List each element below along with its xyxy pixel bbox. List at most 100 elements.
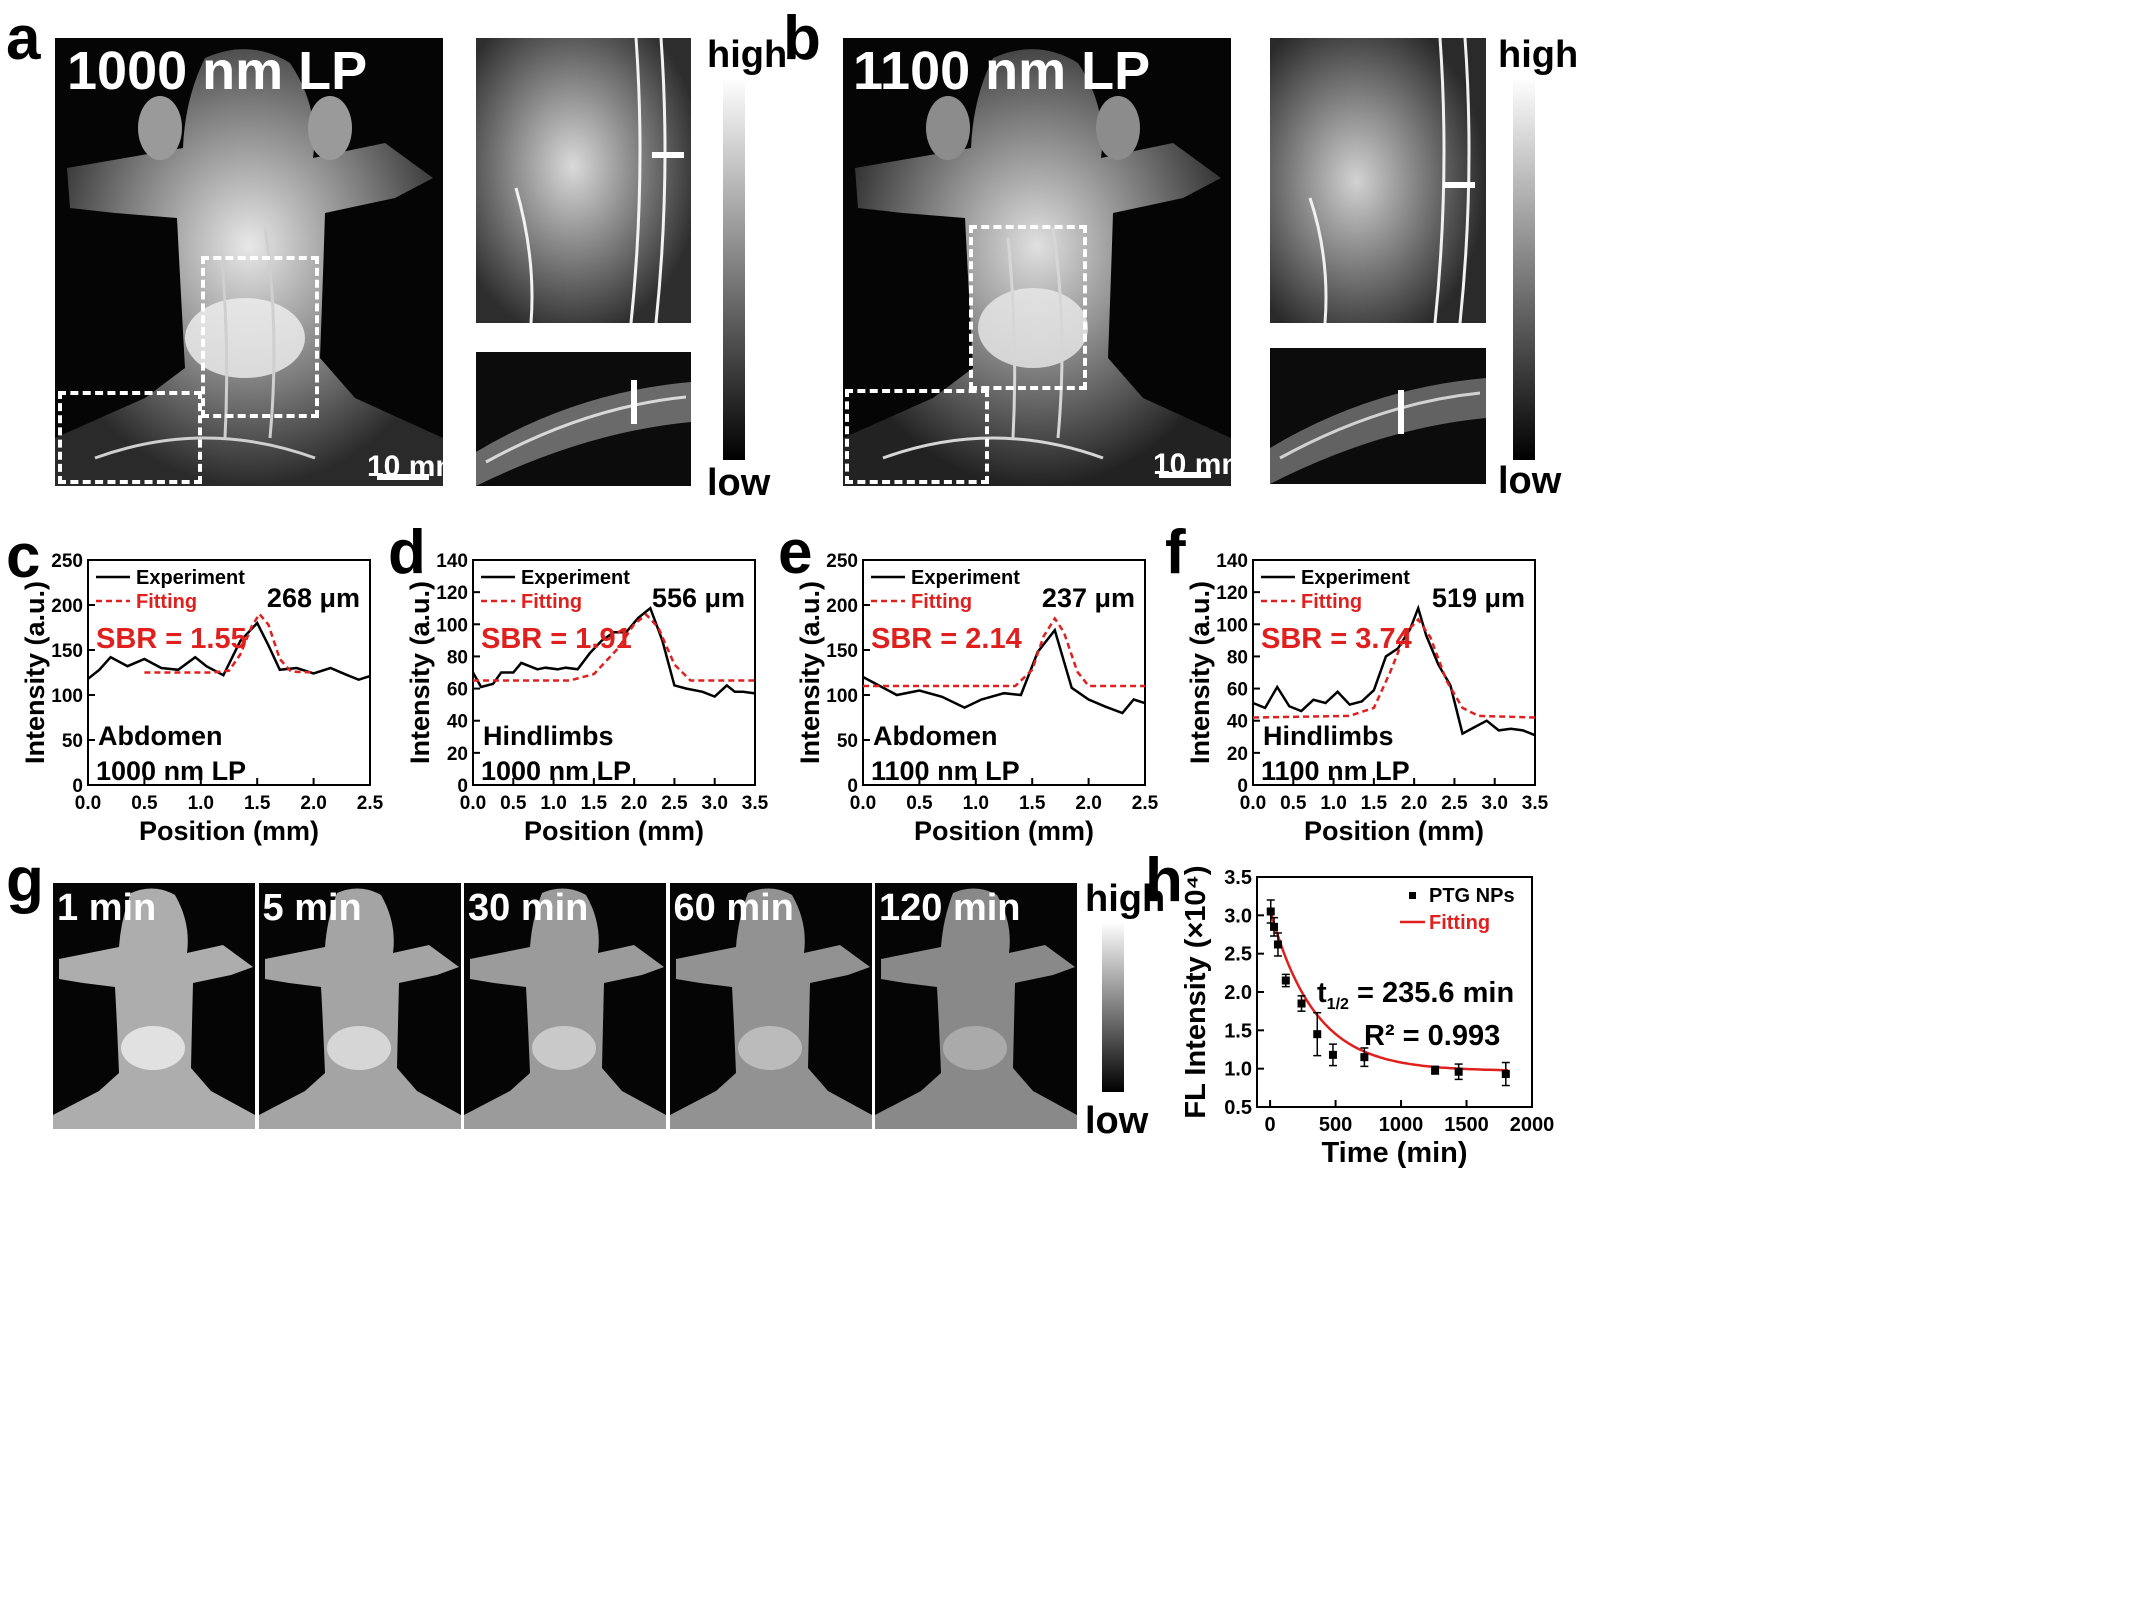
x-tick-label: 1.0: [188, 793, 214, 814]
x-tick-label: 1.5: [581, 793, 608, 814]
data-point: [1360, 1053, 1369, 1062]
mouse-image-1000nm: 1000 nm LP 10 mm: [55, 38, 443, 486]
y-tick-label: 100: [826, 686, 858, 707]
experiment-line: [862, 627, 1146, 715]
y-tick-label: 250: [826, 551, 858, 572]
data-point: [1431, 1066, 1440, 1075]
y-axis-label: Intensity (a.u.): [795, 581, 825, 764]
x-axis-label: Position (mm): [139, 816, 319, 846]
y-tick-label: 0: [847, 776, 858, 797]
line-profile-chart-c: 0.0 0.5 1.0 1.5 2.0 2.5 0 50 100 150 200 250 Positio…: [20, 551, 384, 846]
r-squared-label: R² = 0.993: [1364, 1020, 1500, 1052]
x-tick-label: 3.0: [1482, 793, 1508, 814]
data-point: [1297, 999, 1306, 1008]
y-tick-label: 0: [1237, 776, 1248, 797]
x-tick-label: 0.0: [1240, 793, 1266, 814]
colorbar: [1513, 78, 1535, 460]
y-tick-label: 20: [447, 744, 468, 765]
y-tick-label: 250: [51, 551, 83, 572]
data-point: [1501, 1070, 1510, 1079]
x-axis-label: Position (mm): [1304, 816, 1484, 846]
legend-experiment-label: Experiment: [521, 567, 630, 589]
mouse-silhouette: [669, 888, 872, 1129]
y-tick-label: 80: [1227, 647, 1248, 668]
fwhm-label: 237 μm: [1042, 583, 1135, 613]
experiment-line: [471, 606, 756, 699]
x-axis-label: Position (mm): [524, 816, 704, 846]
fitting-curve: [473, 612, 755, 682]
data-point: [1313, 1030, 1322, 1039]
region-label: Hindlimbs: [1263, 721, 1394, 751]
x-tick-label: 2.0: [1075, 793, 1101, 814]
mouse-silhouette: [464, 888, 666, 1129]
timepoint-image: 60 min: [669, 883, 872, 1129]
y-tick-label: 1.0: [1224, 1059, 1252, 1081]
legend-experiment-label: Experiment: [911, 567, 1020, 589]
timepoint-image: 120 min: [875, 883, 1077, 1129]
plot-frame: [87, 559, 371, 786]
zoom-scale-bar: [652, 152, 684, 158]
legend-fitting-label: Fitting: [1429, 912, 1490, 934]
fwhm-label: 268 μm: [267, 583, 360, 613]
line-profile-chart-f: 0.0 0.5 1.0 1.5 2.0 2.5 3.0 3.5 0 20 40 60 80 100 120 1…: [1185, 551, 1549, 846]
panel-label-b: b: [783, 4, 821, 73]
x-tick-label: 0.5: [1280, 793, 1307, 814]
zoom-scale-bar: [1443, 182, 1475, 188]
y-tick-label: 60: [1227, 680, 1248, 701]
legend-experiment-label: Experiment: [1301, 567, 1410, 589]
timepoint-image: 5 min: [258, 883, 461, 1129]
x-tick-label: 1.5: [244, 793, 271, 814]
timepoint-label: 30 min: [468, 887, 589, 929]
mouse-silhouette: [53, 888, 255, 1129]
zoom-abdomen-1000nm: [476, 38, 691, 323]
y-axis-label: Intensity (a.u.): [1185, 581, 1215, 764]
sbr-label: SBR = 1.55: [96, 623, 247, 655]
y-tick-label: 100: [51, 686, 83, 707]
panel-label-d: d: [388, 518, 426, 587]
region-label: Abdomen: [98, 721, 223, 751]
y-tick-label: 140: [436, 551, 468, 572]
filter-label: 1100 nm LP: [871, 756, 1020, 786]
y-axis-label: Intensity (a.u.): [405, 581, 435, 764]
legend-points-swatch: [1409, 892, 1416, 899]
fwhm-label: 556 μm: [652, 583, 745, 613]
legend-points-label: PTG NPs: [1429, 885, 1515, 907]
mouse-silhouette: [843, 49, 1231, 486]
legend-fitting-label: Fitting: [521, 591, 582, 613]
mouse-image-1100nm: 1100 nm LP 10 mm: [843, 38, 1231, 486]
y-tick-label: 100: [436, 615, 468, 636]
zoom-box-hindlimb: [58, 391, 202, 484]
zoom-box-abdomen: [969, 225, 1087, 390]
filter-label: 1000 nm LP: [481, 756, 631, 786]
y-tick-label: 3.0: [1224, 905, 1252, 927]
x-tick-label: 500: [1319, 1114, 1352, 1136]
panel-label-a: a: [6, 4, 41, 73]
legend-fitting-label: Fitting: [136, 591, 197, 613]
panel-label-f: f: [1165, 518, 1186, 587]
zoom-abdomen-1100nm: [1270, 38, 1486, 323]
panel-label-g: g: [6, 846, 44, 915]
x-tick-label: 3.5: [742, 793, 769, 814]
x-tick-label: 2.5: [1132, 793, 1159, 814]
zoom-box-hindlimb: [845, 389, 989, 484]
y-tick-label: 200: [51, 596, 83, 617]
panel-label-c: c: [6, 522, 41, 591]
panel-label-e: e: [778, 518, 813, 587]
data-point: [1273, 940, 1282, 949]
x-tick-label: 1.5: [1361, 793, 1388, 814]
image-title: 1000 nm LP: [67, 41, 368, 101]
x-tick-label: 0: [1265, 1114, 1276, 1136]
x-axis-label: Time (min): [1321, 1137, 1467, 1169]
y-tick-label: 120: [1216, 583, 1248, 604]
scale-bar: [1159, 472, 1211, 478]
sbr-label: SBR = 2.14: [871, 623, 1022, 655]
y-tick-label: 40: [447, 712, 468, 733]
y-tick-label: 150: [826, 641, 858, 662]
x-tick-label: 1.0: [540, 793, 566, 814]
plot-frame: [1252, 559, 1536, 786]
region-label: Abdomen: [873, 721, 998, 751]
timepoint-image: 1 min: [53, 883, 255, 1129]
x-tick-label: 1000: [1379, 1114, 1424, 1136]
timepoint-label: 1 min: [57, 887, 157, 929]
x-tick-label: 2.0: [621, 793, 647, 814]
